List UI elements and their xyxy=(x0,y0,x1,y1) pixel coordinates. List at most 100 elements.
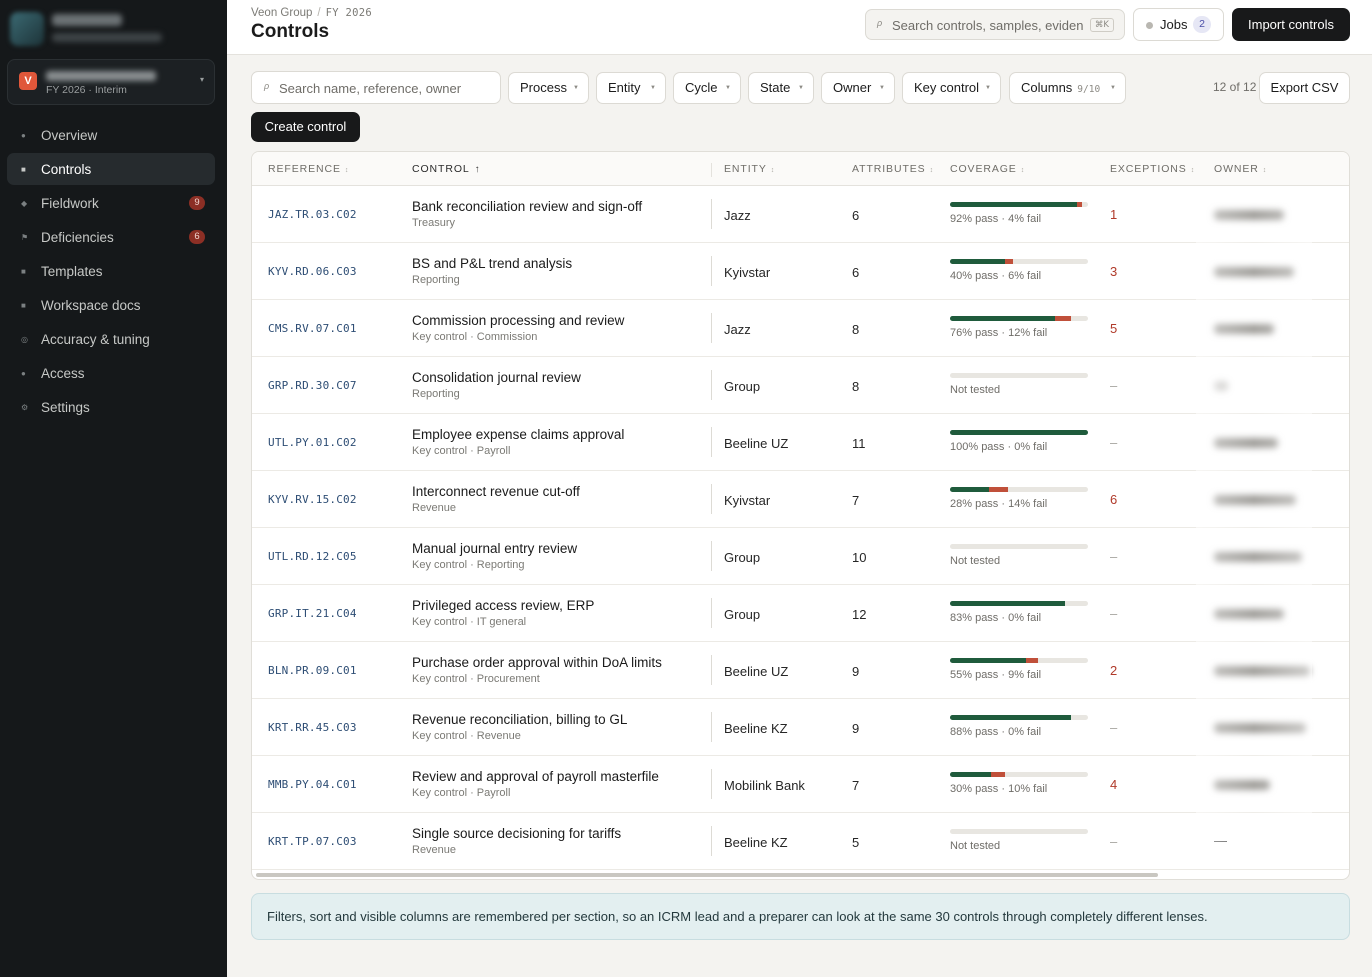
column-header-owner[interactable]: OWNER ↕ xyxy=(1214,163,1266,175)
control-name[interactable]: Single source decisioning for tariffs xyxy=(412,826,622,841)
exceptions-count[interactable]: 4 xyxy=(1110,777,1118,792)
control-reference[interactable]: BLN.PR.09.C01 xyxy=(268,664,357,677)
column-header-control[interactable]: CONTROL ↑ xyxy=(412,163,480,175)
control-attributes: 10 xyxy=(852,550,867,565)
workspace-switcher[interactable]: V FY 2026 · Interim ▾ xyxy=(7,59,215,105)
control-name[interactable]: BS and P&L trend analysis xyxy=(412,256,573,271)
table-search[interactable]: ρ xyxy=(251,71,501,104)
sidebar-item-workspace-docs[interactable]: ■ Workspace docs xyxy=(7,289,215,321)
coverage-pass-fill xyxy=(950,658,1026,663)
control-attributes: 6 xyxy=(852,265,860,280)
control-name[interactable]: Privileged access review, ERP xyxy=(412,598,595,613)
filter-entity-button[interactable]: Entity ▼ xyxy=(596,72,666,104)
table-row[interactable]: CMS.RV.07.C01 Commission processing and r… xyxy=(252,300,1349,357)
table-row[interactable]: UTL.RD.12.C05 Manual journal entry review… xyxy=(252,528,1349,585)
import-controls-button[interactable]: Import controls xyxy=(1232,8,1350,41)
control-category: Key control · Revenue xyxy=(412,730,521,742)
sidebar-item-access[interactable]: ● Access xyxy=(7,357,215,389)
control-category: Reporting xyxy=(412,388,460,400)
sidebar-item-overview[interactable]: ● Overview xyxy=(7,119,215,151)
exceptions-count[interactable]: 6 xyxy=(1110,492,1118,507)
chevron-down-icon: ▼ xyxy=(879,85,885,91)
owner-redacted xyxy=(1214,609,1284,619)
control-name[interactable]: Employee expense claims approval xyxy=(412,427,625,442)
column-header-entity[interactable]: ENTITY ↕ xyxy=(724,163,774,175)
sidebar-item-label: Workspace docs xyxy=(41,297,141,313)
create-control-button[interactable]: Create control xyxy=(251,112,360,142)
sidebar-item-settings[interactable]: ⚙ Settings xyxy=(7,391,215,423)
column-header-reference[interactable]: REFERENCE ↕ xyxy=(268,163,348,175)
control-reference[interactable]: KRT.TP.07.C03 xyxy=(268,835,357,848)
filter-key-control-button[interactable]: Key control ▼ xyxy=(902,72,1001,104)
filter-process-button[interactable]: Process ▼ xyxy=(508,72,589,104)
control-attributes: 12 xyxy=(852,607,867,622)
coverage-label: 100% pass · 0% fail xyxy=(950,441,1048,453)
sidebar-item-accuracy-tuning[interactable]: ◎ Accuracy & tuning xyxy=(7,323,215,355)
sidebar-item-templates[interactable]: ■ Templates xyxy=(7,255,215,287)
global-search[interactable]: ρ ⌘K xyxy=(865,9,1125,40)
sidebar-item-deficiencies[interactable]: ⚑ Deficiencies 6 xyxy=(7,221,215,253)
table-row[interactable]: MMB.PY.04.C01 Review and approval of payr… xyxy=(252,756,1349,813)
table-row[interactable]: BLN.PR.09.C01 Purchase order approval wit… xyxy=(252,642,1349,699)
control-name[interactable]: Bank reconciliation review and sign-off xyxy=(412,199,643,214)
sidebar-item-fieldwork[interactable]: ◆ Fieldwork 9 xyxy=(7,187,215,219)
control-name[interactable]: Manual journal entry review xyxy=(412,541,578,556)
sort-icon: ↕ xyxy=(929,167,934,174)
export-csv-button[interactable]: Export CSV xyxy=(1259,72,1350,104)
coverage-pass-fill xyxy=(950,601,1065,606)
control-reference[interactable]: MMB.PY.04.C01 xyxy=(268,778,357,791)
column-divider xyxy=(711,826,712,856)
control-reference[interactable]: CMS.RV.07.C01 xyxy=(268,322,357,335)
column-header-exceptions[interactable]: EXCEPTIONS ↕ xyxy=(1110,163,1194,175)
global-search-input[interactable] xyxy=(892,15,1084,35)
control-name[interactable]: Revenue reconciliation, billing to GL xyxy=(412,712,628,727)
brand[interactable] xyxy=(8,8,208,48)
filter-owner-button[interactable]: Owner ▼ xyxy=(821,72,895,104)
control-reference[interactable]: KRT.RR.45.C03 xyxy=(268,721,357,734)
exceptions-count[interactable]: 5 xyxy=(1110,321,1118,336)
sidebar-item-controls[interactable]: ■ Controls xyxy=(7,153,215,185)
control-category: Key control · Payroll xyxy=(412,787,511,799)
control-entity: Jazz xyxy=(724,208,751,223)
control-reference[interactable]: UTL.RD.12.C05 xyxy=(268,550,357,563)
table-row[interactable]: KYV.RV.15.C02 Interconnect revenue cut-of… xyxy=(252,471,1349,528)
columns-button[interactable]: Columns 9/10 ▼ xyxy=(1009,72,1126,104)
filter-state-button[interactable]: State ▼ xyxy=(748,72,814,104)
table-row[interactable]: KRT.RR.45.C03 Revenue reconciliation, bil… xyxy=(252,699,1349,756)
jobs-button[interactable]: Jobs 2 xyxy=(1133,8,1224,41)
exceptions-count[interactable]: 1 xyxy=(1110,207,1118,222)
coverage-pass-fill xyxy=(950,487,989,492)
table-row[interactable]: JAZ.TR.03.C02 Bank reconciliation review … xyxy=(252,186,1349,243)
coverage-label: 30% pass · 10% fail xyxy=(950,783,1048,795)
filter-cycle-button[interactable]: Cycle ▼ xyxy=(673,72,741,104)
sort-ascending-icon: ↑ xyxy=(474,164,480,175)
column-header-label: CONTROL xyxy=(412,163,470,175)
control-name[interactable]: Interconnect revenue cut-off xyxy=(412,484,580,499)
target-icon: ◎ xyxy=(21,334,28,344)
column-header-attributes[interactable]: ATTRIBUTES ↕ xyxy=(852,163,933,175)
exceptions-count[interactable]: 2 xyxy=(1110,663,1118,678)
control-name[interactable]: Purchase order approval within DoA limit… xyxy=(412,655,662,670)
control-reference[interactable]: UTL.PY.01.C02 xyxy=(268,436,357,449)
control-reference[interactable]: GRP.IT.21.C04 xyxy=(268,607,357,620)
table-row[interactable]: KYV.RD.06.C03 BS and P&L trend analysis Re… xyxy=(252,243,1349,300)
table-row[interactable]: KRT.TP.07.C03 Single source decisioning f… xyxy=(252,813,1349,870)
table-row[interactable]: GRP.IT.21.C04 Privileged access review, E… xyxy=(252,585,1349,642)
control-name[interactable]: Commission processing and review xyxy=(412,313,625,328)
table-row[interactable]: UTL.PY.01.C02 Employee expense claims app… xyxy=(252,414,1349,471)
control-reference[interactable]: KYV.RD.06.C03 xyxy=(268,265,357,278)
breadcrumb-org[interactable]: Veon Group xyxy=(251,7,313,19)
control-name[interactable]: Consolidation journal review xyxy=(412,370,581,385)
control-reference[interactable]: JAZ.TR.03.C02 xyxy=(268,208,357,221)
control-name[interactable]: Review and approval of payroll masterfil… xyxy=(412,769,659,784)
control-reference[interactable]: GRP.RD.30.C07 xyxy=(268,379,357,392)
table-search-input[interactable] xyxy=(279,78,489,98)
column-header-coverage[interactable]: COVERAGE ↕ xyxy=(950,163,1024,175)
exceptions-count[interactable]: 3 xyxy=(1110,264,1118,279)
control-reference[interactable]: KYV.RV.15.C02 xyxy=(268,493,357,506)
breadcrumb-period[interactable]: FY 2026 xyxy=(325,7,372,19)
control-entity: Beeline KZ xyxy=(724,721,788,736)
coverage-label: 28% pass · 14% fail xyxy=(950,498,1048,510)
horizontal-scrollbar[interactable] xyxy=(256,873,1158,877)
table-row[interactable]: GRP.RD.30.C07 Consolidation journal revie… xyxy=(252,357,1349,414)
